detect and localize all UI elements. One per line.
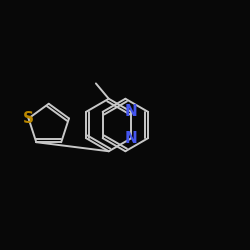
Text: S: S: [23, 111, 34, 126]
Text: N: N: [125, 130, 138, 146]
Text: N: N: [125, 104, 138, 120]
